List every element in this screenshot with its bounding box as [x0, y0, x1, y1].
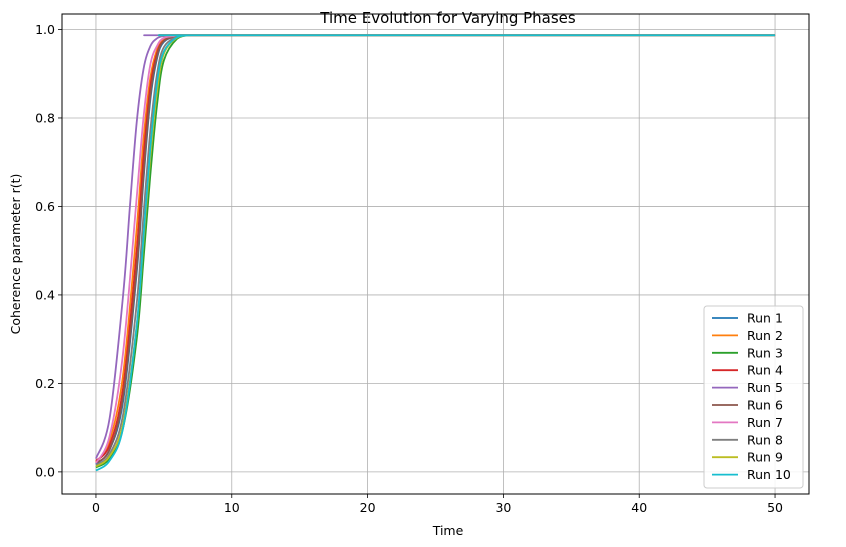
legend-label-run-10: Run 10: [747, 467, 791, 482]
legend: Run 1 Run 2 Run 3 Run 4 Run 5 Run 6 Run 7 Run 8…: [703, 305, 804, 489]
legend-label-run-5: Run 5: [747, 380, 783, 395]
legend-label-run-8: Run 8: [747, 432, 783, 447]
legend-label-run-4: Run 4: [747, 363, 783, 378]
x-tick-label: 0: [92, 500, 100, 515]
legend-label-run-7: Run 7: [747, 415, 783, 430]
grid-lines: [62, 14, 809, 494]
legend-label-run-2: Run 2: [747, 328, 783, 343]
y-tick-label: 0.4: [35, 287, 55, 302]
legend-label-run-6: Run 6: [747, 398, 783, 413]
x-axis-label: Time: [432, 523, 464, 538]
y-tick-label: 0.0: [35, 464, 55, 479]
series-line-run-10: [95, 34, 776, 472]
legend-box: [703, 305, 804, 489]
series-lines: [95, 34, 776, 472]
x-tick-label: 30: [495, 500, 511, 515]
chart-title: Time Evolution for Varying Phases: [319, 9, 576, 27]
legend-label-run-1: Run 1: [747, 311, 783, 326]
y-tick-label: 0.8: [35, 110, 55, 125]
y-axis-label: Coherence parameter r(t): [8, 174, 23, 335]
legend-label-run-9: Run 9: [747, 450, 783, 465]
plot-frame: [61, 13, 810, 495]
x-tick-label: 50: [767, 500, 783, 515]
y-tick-label: 1.0: [35, 22, 55, 37]
y-tick-label: 0.6: [35, 199, 55, 214]
legend-label-run-3: Run 3: [747, 345, 783, 360]
axis-ticks: 0 10 20 30 40 50 0.0 0.2 0.4 0.6 0.8 1.0: [35, 22, 783, 515]
x-tick-label: 10: [224, 500, 240, 515]
x-tick-label: 40: [631, 500, 647, 515]
y-tick-label: 0.2: [35, 376, 55, 391]
x-tick-label: 20: [360, 500, 376, 515]
